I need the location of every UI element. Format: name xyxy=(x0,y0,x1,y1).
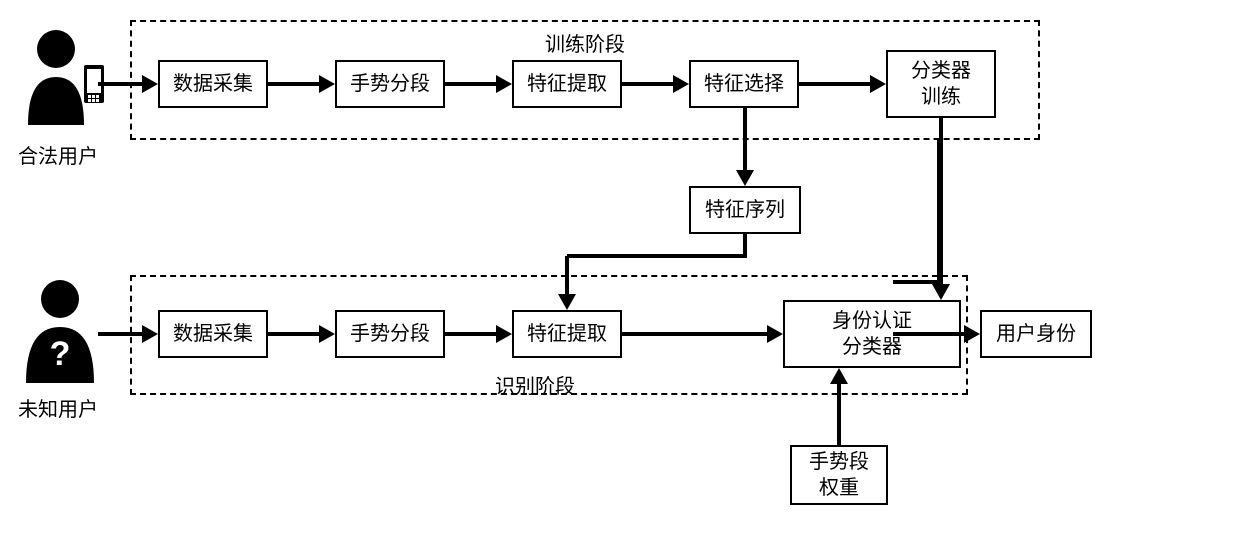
box-feature-select: 特征选择 xyxy=(689,60,799,108)
legit-user-icon xyxy=(18,25,108,140)
box-feature-extract-recog: 特征提取 xyxy=(512,310,622,358)
legit-user-label: 合法用户 xyxy=(18,140,98,169)
box-user-identity: 用户身份 xyxy=(980,310,1092,358)
training-phase-label: 训练阶段 xyxy=(545,28,625,57)
box-gesture-weight: 手势段 权重 xyxy=(790,445,888,505)
unknown-user-icon: ? xyxy=(18,275,108,395)
recognition-phase-label: 识别阶段 xyxy=(495,370,575,399)
box-gesture-segment-recog: 手势分段 xyxy=(335,310,445,358)
box-data-collect-train: 数据采集 xyxy=(158,60,268,108)
svg-text:?: ? xyxy=(50,335,71,373)
box-feature-extract-train: 特征提取 xyxy=(512,60,622,108)
unknown-user-label: 未知用户 xyxy=(18,393,98,422)
box-data-collect-recog: 数据采集 xyxy=(158,310,268,358)
box-gesture-segment-train: 手势分段 xyxy=(335,60,445,108)
box-classifier-train: 分类器 训练 xyxy=(886,50,996,118)
box-feature-sequence: 特征序列 xyxy=(689,186,801,234)
